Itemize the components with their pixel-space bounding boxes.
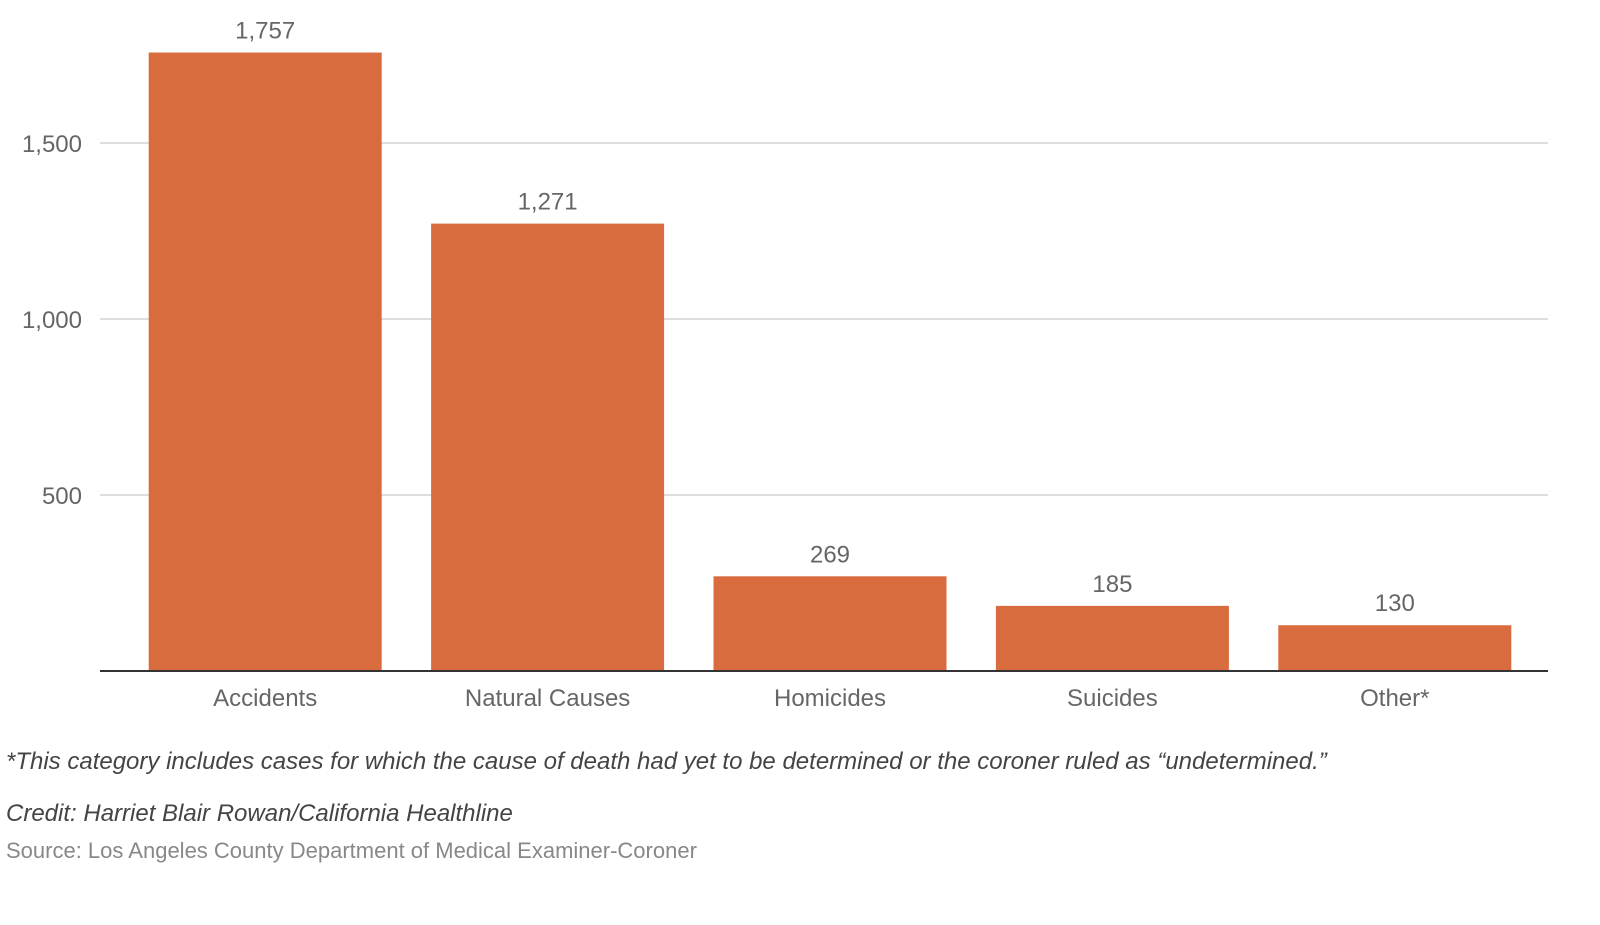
- bar-value-label: 1,271: [518, 189, 578, 216]
- bar-value-label: 130: [1375, 590, 1415, 617]
- x-category-label: Homicides: [774, 685, 886, 712]
- bar-value-label: 185: [1092, 571, 1132, 598]
- bar: [713, 576, 947, 671]
- x-category-label: Other*: [1360, 685, 1429, 712]
- y-tick-label: 1,500: [22, 131, 82, 158]
- x-axis-category-labels: Accidents Natural Causes Homicides Suicides…: [213, 685, 1429, 712]
- bar-value-label: 1,757: [235, 18, 295, 45]
- bars: [148, 52, 1512, 671]
- x-category-label: Suicides: [1067, 685, 1158, 712]
- y-axis-tick-labels: 500 1,000 1,500: [22, 131, 82, 510]
- source-line: Source: Los Angeles County Department of…: [6, 838, 697, 863]
- footnote: *This category includes cases for which …: [6, 748, 1327, 775]
- bar-value-label: 269: [810, 541, 850, 568]
- credit-line: Credit: Harriet Blair Rowan/California H…: [6, 800, 513, 827]
- y-tick-label: 500: [42, 483, 82, 510]
- x-category-label: Accidents: [213, 685, 317, 712]
- bar-value-labels: 1,757 1,271 269 185 130: [235, 18, 1415, 618]
- chart-notes: *This category includes cases for which …: [6, 742, 1586, 866]
- y-tick-label: 1,000: [22, 307, 82, 334]
- x-category-label: Natural Causes: [465, 685, 630, 712]
- bar: [431, 223, 665, 671]
- bar: [1278, 625, 1512, 671]
- bar: [995, 605, 1229, 671]
- bar-chart: 500 1,000 1,500 1,757 1,271 269 185 130 Accide…: [22, 18, 1548, 712]
- bar: [148, 52, 382, 671]
